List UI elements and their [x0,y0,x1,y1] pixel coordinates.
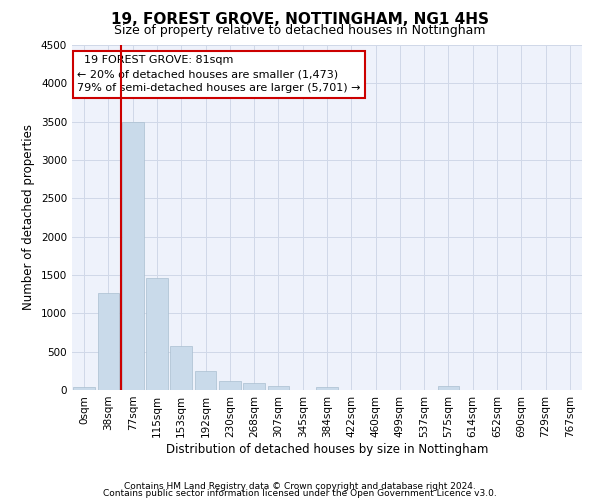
Bar [437,386,460,390]
Text: 19 FOREST GROVE: 81sqm
← 20% of detached houses are smaller (1,473)
79% of semi-: 19 FOREST GROVE: 81sqm ← 20% of detached… [77,56,361,94]
Bar [122,122,143,390]
Bar [170,346,192,390]
X-axis label: Distribution of detached houses by size in Nottingham: Distribution of detached houses by size … [166,442,488,456]
Bar [97,293,119,390]
Bar [243,384,265,390]
Bar [316,386,338,390]
Bar [194,371,217,390]
Bar [73,387,95,390]
Bar [268,386,289,390]
Y-axis label: Number of detached properties: Number of detached properties [22,124,35,310]
Text: Contains public sector information licensed under the Open Government Licence v3: Contains public sector information licen… [103,490,497,498]
Text: Size of property relative to detached houses in Nottingham: Size of property relative to detached ho… [114,24,486,37]
Bar [146,278,168,390]
Text: Contains HM Land Registry data © Crown copyright and database right 2024.: Contains HM Land Registry data © Crown c… [124,482,476,491]
Bar [219,381,241,390]
Text: 19, FOREST GROVE, NOTTINGHAM, NG1 4HS: 19, FOREST GROVE, NOTTINGHAM, NG1 4HS [111,12,489,26]
